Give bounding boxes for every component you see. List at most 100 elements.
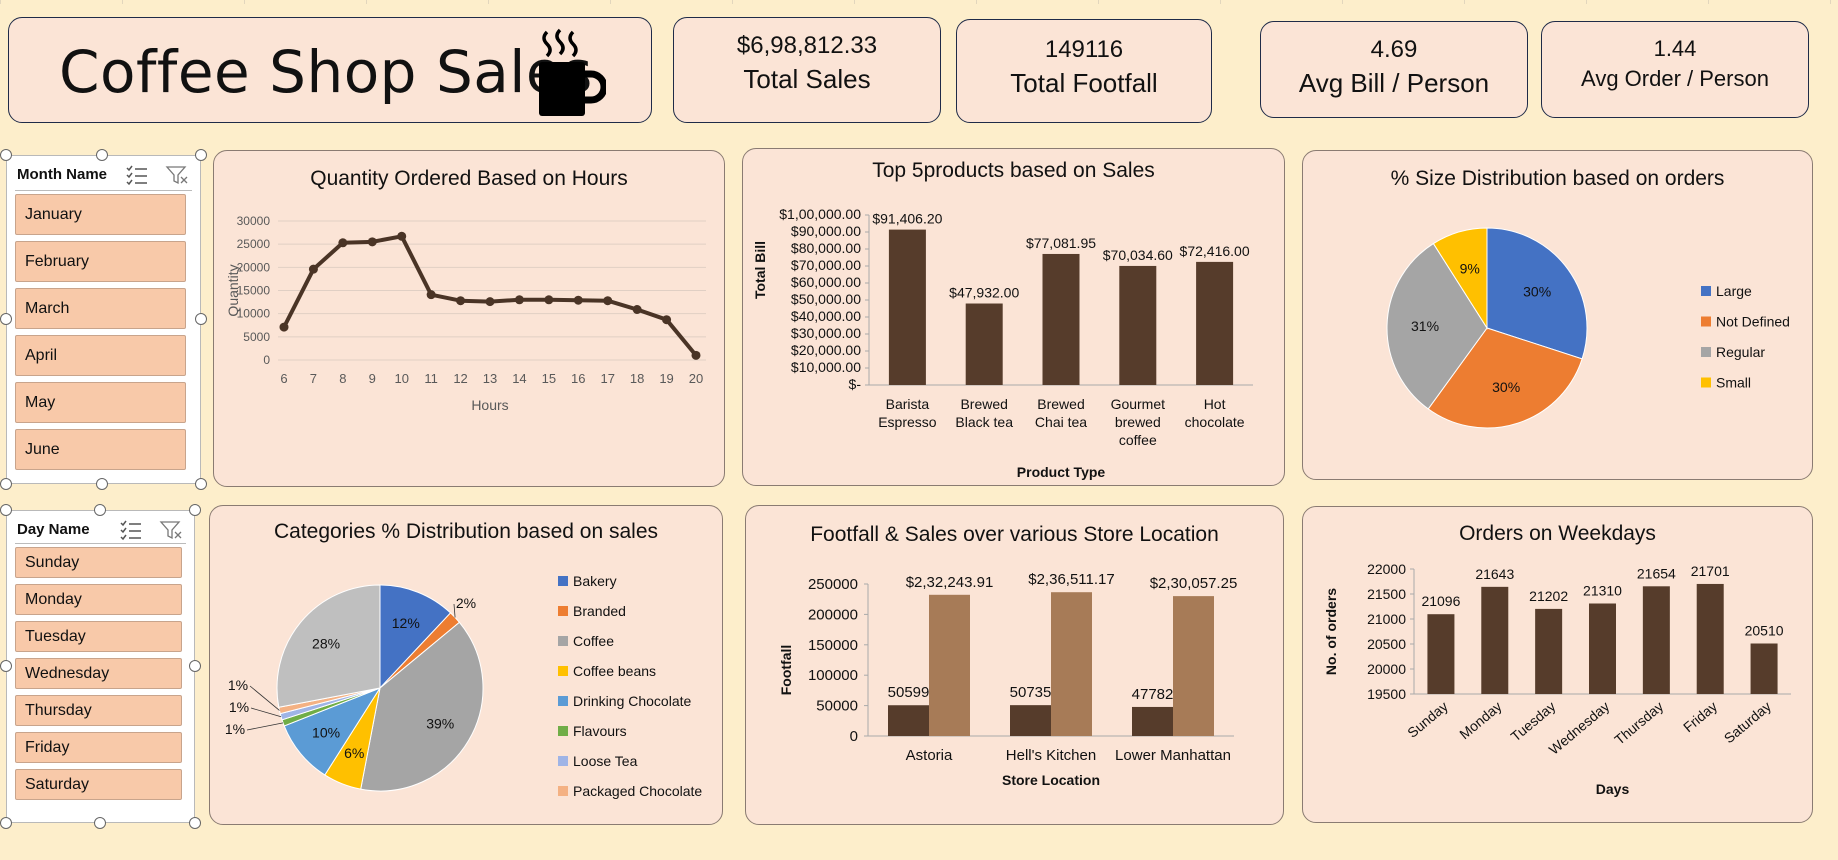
x-tick-label: Astoria: [906, 747, 953, 764]
slicer-item-friday[interactable]: Friday: [15, 732, 182, 763]
resize-handle[interactable]: [96, 478, 108, 490]
resize-handle[interactable]: [0, 660, 12, 672]
resize-handle[interactable]: [189, 660, 201, 672]
bar: [1042, 253, 1080, 385]
slice-label: 31%: [1411, 318, 1439, 334]
legend-swatch: [558, 756, 568, 766]
resize-handle[interactable]: [195, 313, 207, 325]
resize-handle[interactable]: [195, 149, 207, 161]
data-label: $91,406.20: [872, 211, 942, 227]
slicer-item-april[interactable]: April: [15, 335, 186, 376]
legend-label: Small: [1716, 375, 1751, 391]
slice-label: 9%: [1460, 260, 1480, 276]
legend-swatch: [1701, 377, 1711, 388]
leader-line: [453, 603, 456, 618]
resize-handle[interactable]: [195, 478, 207, 490]
slice-label: 1%: [229, 699, 249, 715]
resize-handle[interactable]: [0, 313, 12, 325]
month-slicer[interactable]: Month Name January February March April …: [6, 155, 201, 484]
legend-swatch: [1701, 316, 1711, 327]
slicer-item-june[interactable]: June: [15, 429, 186, 470]
resize-handle[interactable]: [0, 504, 12, 516]
data-label: 21654: [1637, 565, 1676, 581]
y-tick-label: 250000: [808, 576, 858, 593]
slicer-item-wednesday[interactable]: Wednesday: [15, 658, 182, 689]
bar: [1119, 265, 1157, 385]
data-label: $77,081.95: [1026, 235, 1096, 251]
resize-handle[interactable]: [0, 149, 12, 161]
slicer-item-sunday[interactable]: Sunday: [15, 547, 182, 578]
y-tick-label: 15000: [237, 284, 271, 298]
y-tick-label: $60,000.00: [791, 274, 861, 290]
kpi-label: Total Footfall: [1010, 68, 1158, 98]
y-tick-label: 25000: [237, 237, 271, 251]
y-axis-label: No. of orders: [1323, 588, 1339, 675]
store-bar-chart: 0 50000 100000 150000 200000 250000 50599 $2,32…: [778, 571, 1237, 788]
multi-select-icon[interactable]: [119, 519, 143, 541]
resize-handle[interactable]: [94, 817, 106, 829]
slicer-item-saturday[interactable]: Saturday: [15, 769, 182, 800]
series-line: [282, 234, 698, 357]
hours-chart-panel[interactable]: Quantity Ordered Based on Hours 0 5000 100…: [213, 150, 725, 487]
top5-chart-panel[interactable]: Top 5products based on Sales $- $10,000.0…: [742, 148, 1285, 486]
slicer-item-january[interactable]: January: [15, 194, 186, 235]
data-point: [485, 297, 495, 307]
x-tick-label: 7: [310, 371, 317, 386]
x-tick-label: Monday: [1456, 698, 1504, 742]
slicer-item-may[interactable]: May: [15, 382, 186, 423]
resize-handle[interactable]: [189, 504, 201, 516]
size-chart-panel[interactable]: % Size Distribution based on orders 30% 3…: [1302, 150, 1813, 480]
slicer-item-march[interactable]: March: [15, 288, 186, 329]
slicer-item-monday[interactable]: Monday: [15, 584, 182, 615]
resize-handle[interactable]: [96, 149, 108, 161]
bar: [1535, 608, 1563, 694]
slice-label: 6%: [344, 745, 364, 761]
legend-label: Not Defined: [1716, 314, 1790, 330]
y-tick-label: $90,000.00: [791, 223, 861, 239]
day-slicer[interactable]: Day Name Sunday Monday Tuesday Wednesday…: [6, 510, 195, 823]
kpi-card-avg-bill: 4.69 Avg Bill / Person: [1260, 21, 1528, 118]
data-label: 20510: [1745, 623, 1784, 639]
clear-filter-icon[interactable]: [165, 164, 189, 186]
slice-label: 30%: [1492, 379, 1520, 395]
x-tick-label: 19: [659, 371, 673, 386]
x-tick-label: 11: [424, 371, 438, 386]
weekdays-chart-panel[interactable]: Orders on Weekdays 19500 20000 20500 21000 2…: [1302, 506, 1813, 823]
kpi-value: $6,98,812.33: [736, 32, 878, 59]
y-tick-label: 10000: [237, 307, 271, 321]
resize-handle[interactable]: [0, 478, 12, 490]
clear-filter-icon[interactable]: [159, 519, 183, 541]
x-tick-label: Black tea: [955, 414, 1013, 430]
slicer-item-tuesday[interactable]: Tuesday: [15, 621, 182, 652]
kpi-card-total-sales: $6,98,812.33 Total Sales: [673, 17, 941, 123]
size-pie-chart: 30% 30% 31% 9% Large Not Defined Regular Small: [1386, 227, 1790, 429]
sheet-gridlines: [0, 0, 1838, 4]
x-tick-label: Friday: [1680, 698, 1720, 735]
resize-handle[interactable]: [0, 817, 12, 829]
pie-slice: [276, 584, 381, 708]
pie-slice: [1486, 227, 1588, 360]
data-point: [397, 231, 407, 241]
slicer-item-thursday[interactable]: Thursday: [15, 695, 182, 726]
chart-title: Top 5products based on Sales: [872, 159, 1155, 182]
slicer-title: Month Name: [17, 166, 107, 183]
resize-handle[interactable]: [189, 817, 201, 829]
x-tick-label: Espresso: [878, 414, 937, 430]
y-tick-label: 5000: [243, 330, 270, 344]
data-label: $2,36,511.17: [1028, 571, 1114, 588]
categories-chart-panel[interactable]: Categories % Distribution based on sales…: [209, 505, 723, 825]
slicer-separator: [15, 190, 192, 191]
kpi-value: 1.44: [1653, 36, 1697, 61]
multi-select-icon[interactable]: [125, 164, 149, 186]
bar: [1051, 592, 1092, 736]
x-tick-label: 20: [689, 371, 703, 386]
x-tick-label: 17: [600, 371, 614, 386]
resize-handle[interactable]: [94, 504, 106, 516]
bar: [1132, 706, 1173, 736]
x-tick-label: Tuesday: [1508, 698, 1559, 744]
title-card: Coffee Shop Sales: [8, 17, 652, 123]
y-tick-label: 100000: [808, 667, 858, 684]
slicer-separator: [15, 543, 186, 544]
slicer-item-february[interactable]: February: [15, 241, 186, 282]
store-chart-panel[interactable]: Footfall & Sales over various Store Loca…: [745, 505, 1284, 825]
